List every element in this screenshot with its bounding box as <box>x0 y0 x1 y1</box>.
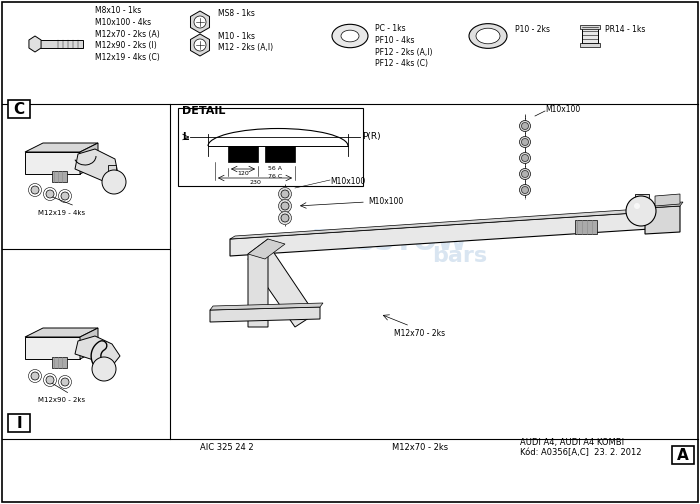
Circle shape <box>279 212 291 224</box>
Bar <box>265 146 295 162</box>
Polygon shape <box>248 239 285 259</box>
Polygon shape <box>645 206 680 234</box>
Text: M12x70 - 2ks: M12x70 - 2ks <box>392 443 448 452</box>
Text: A: A <box>677 448 689 463</box>
Text: C: C <box>13 101 24 116</box>
Circle shape <box>102 170 126 194</box>
Circle shape <box>522 186 528 194</box>
Circle shape <box>281 202 289 210</box>
Text: M12x90 - 2ks: M12x90 - 2ks <box>38 397 85 403</box>
Circle shape <box>279 187 291 201</box>
Polygon shape <box>25 328 98 337</box>
Bar <box>672 446 694 464</box>
Text: M10x100: M10x100 <box>545 104 580 113</box>
Bar <box>635 194 649 212</box>
Circle shape <box>519 168 531 179</box>
Text: PC - 1ks
PF10 - 4ks
PF12 - 2ks (A,I)
PF12 - 4ks (C): PC - 1ks PF10 - 4ks PF12 - 2ks (A,I) PF1… <box>375 24 433 69</box>
Text: M12x70 - 2ks: M12x70 - 2ks <box>394 329 446 338</box>
Ellipse shape <box>469 24 507 48</box>
Text: L: L <box>182 132 188 142</box>
Text: AIC 325 24 2: AIC 325 24 2 <box>200 443 253 452</box>
Circle shape <box>522 122 528 130</box>
Circle shape <box>626 196 656 226</box>
Text: 56 A: 56 A <box>268 166 282 171</box>
Circle shape <box>92 357 116 381</box>
Circle shape <box>194 16 206 28</box>
Bar <box>582 26 598 46</box>
Polygon shape <box>75 149 118 184</box>
Text: BOSSTOW: BOSSTOW <box>312 228 468 256</box>
Text: 120: 120 <box>237 171 249 176</box>
Circle shape <box>519 120 531 132</box>
Bar <box>178 108 363 186</box>
Circle shape <box>61 192 69 200</box>
Ellipse shape <box>341 30 359 42</box>
Polygon shape <box>80 328 98 359</box>
Text: M10x100: M10x100 <box>330 176 365 185</box>
Polygon shape <box>655 194 680 206</box>
Circle shape <box>522 155 528 161</box>
Text: I: I <box>16 415 22 430</box>
Circle shape <box>519 184 531 196</box>
Circle shape <box>31 186 39 194</box>
Polygon shape <box>25 143 98 152</box>
Text: 76 C: 76 C <box>268 174 282 179</box>
Circle shape <box>46 376 54 384</box>
Text: P(R): P(R) <box>362 133 381 142</box>
Bar <box>580 43 600 47</box>
Polygon shape <box>210 307 320 322</box>
Polygon shape <box>248 244 315 327</box>
Bar <box>108 165 116 179</box>
Text: M10 - 1ks
M12 - 2ks (A,I): M10 - 1ks M12 - 2ks (A,I) <box>218 32 273 52</box>
Polygon shape <box>75 336 120 366</box>
Text: AUDI A4, AUDI A4 KOMBI: AUDI A4, AUDI A4 KOMBI <box>520 437 624 447</box>
Polygon shape <box>190 11 209 33</box>
Bar <box>52 357 67 368</box>
Circle shape <box>281 214 289 222</box>
Polygon shape <box>29 36 41 52</box>
Circle shape <box>281 190 289 198</box>
Polygon shape <box>230 208 655 239</box>
Text: 230: 230 <box>249 180 261 185</box>
Bar <box>228 146 258 162</box>
Text: bars: bars <box>433 246 488 266</box>
Bar <box>35 40 83 48</box>
Circle shape <box>519 153 531 163</box>
Polygon shape <box>190 34 209 56</box>
Text: MS8 - 1ks: MS8 - 1ks <box>218 10 255 19</box>
Bar <box>52 171 67 182</box>
Text: Kód: A0356[A,C]  23. 2. 2012: Kód: A0356[A,C] 23. 2. 2012 <box>520 448 641 457</box>
Bar <box>8 414 30 432</box>
Bar <box>580 25 600 29</box>
Polygon shape <box>210 303 323 310</box>
Polygon shape <box>645 202 683 208</box>
Circle shape <box>522 139 528 146</box>
Polygon shape <box>248 239 268 327</box>
Ellipse shape <box>476 28 500 44</box>
Circle shape <box>46 190 54 198</box>
Text: P10 - 2ks: P10 - 2ks <box>515 26 550 34</box>
Circle shape <box>522 170 528 177</box>
Ellipse shape <box>332 24 368 48</box>
Bar <box>8 100 30 118</box>
Circle shape <box>61 378 69 386</box>
Circle shape <box>194 39 206 51</box>
Text: M10x100: M10x100 <box>368 198 403 207</box>
Circle shape <box>31 372 39 380</box>
Polygon shape <box>25 337 80 359</box>
Polygon shape <box>25 152 80 174</box>
Circle shape <box>279 200 291 213</box>
Bar <box>575 220 597 234</box>
Text: DETAIL: DETAIL <box>182 106 225 116</box>
Text: M12x19 - 4ks: M12x19 - 4ks <box>38 210 85 216</box>
Text: M8x10 - 1ks
M10x100 - 4ks
M12x70 - 2ks (A)
M12x90 - 2ks (I)
M12x19 - 4ks (C): M8x10 - 1ks M10x100 - 4ks M12x70 - 2ks (… <box>95 6 160 62</box>
Text: PR14 - 1ks: PR14 - 1ks <box>605 26 645 34</box>
Circle shape <box>634 203 640 209</box>
Polygon shape <box>80 143 98 174</box>
Polygon shape <box>230 212 650 256</box>
Circle shape <box>519 137 531 148</box>
